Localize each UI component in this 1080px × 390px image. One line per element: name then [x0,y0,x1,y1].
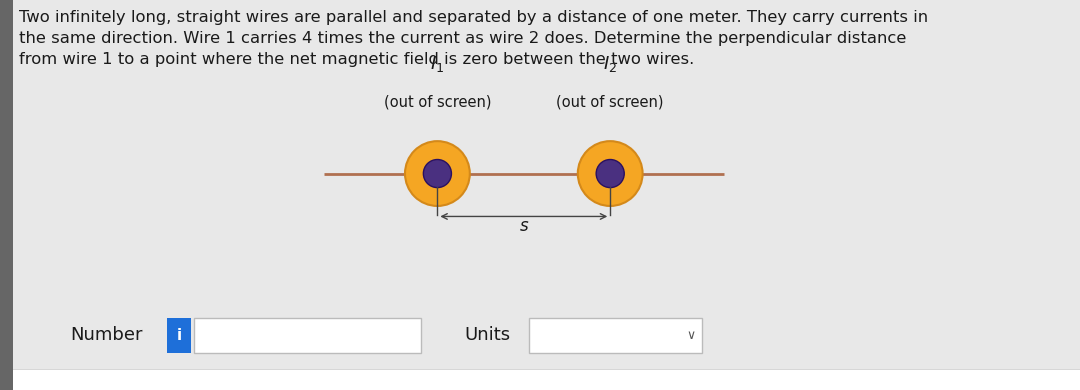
Ellipse shape [596,160,624,188]
Ellipse shape [405,141,470,206]
Text: (out of screen): (out of screen) [383,94,491,109]
Bar [0,369,1080,390]
Bar [529,318,702,353]
Text: $I_2$: $I_2$ [603,54,618,74]
Text: Two infinitely long, straight wires are parallel and separated by a distance of : Two infinitely long, straight wires are … [19,10,929,67]
Text: i: i [177,328,181,343]
Text: $s$: $s$ [518,217,529,235]
Text: (out of screen): (out of screen) [556,94,664,109]
Text: $I_1$: $I_1$ [430,54,445,74]
Text: Units: Units [464,326,511,344]
Bar [0,0,13,390]
Text: Number: Number [70,326,143,344]
Bar [167,318,191,353]
Ellipse shape [578,141,643,206]
Ellipse shape [423,160,451,188]
Text: ∨: ∨ [687,329,696,342]
Bar [194,318,421,353]
